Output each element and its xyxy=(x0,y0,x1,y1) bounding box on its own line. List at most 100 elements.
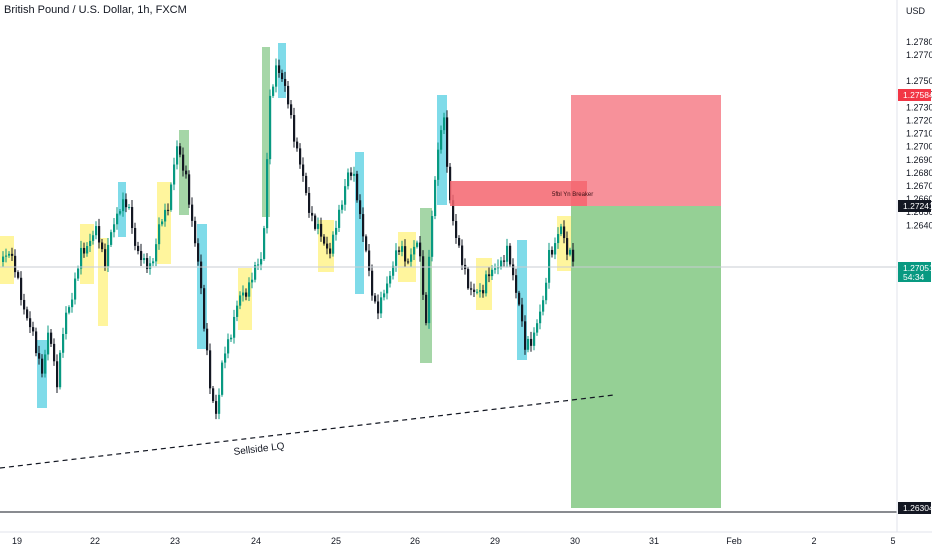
candle-body[interactable] xyxy=(398,250,401,252)
candle-body[interactable] xyxy=(392,265,395,276)
candle-body[interactable] xyxy=(428,256,431,324)
candle-body[interactable] xyxy=(410,254,413,262)
candle-body[interactable] xyxy=(11,253,14,256)
candle-body[interactable] xyxy=(98,226,101,243)
candle-body[interactable] xyxy=(440,130,443,150)
candle-body[interactable] xyxy=(365,236,368,251)
sellside-trendline[interactable] xyxy=(0,394,615,469)
candle-body[interactable] xyxy=(338,209,341,228)
candle-body[interactable] xyxy=(200,261,203,289)
candle-body[interactable] xyxy=(404,246,407,262)
candle-body[interactable] xyxy=(311,212,314,216)
candle-body[interactable] xyxy=(137,245,140,252)
candle-body[interactable] xyxy=(125,199,128,208)
candle-body[interactable] xyxy=(326,243,329,249)
candle-body[interactable] xyxy=(335,227,338,235)
candle-body[interactable] xyxy=(431,216,434,257)
candle-body[interactable] xyxy=(173,164,176,185)
candle-highlight-box[interactable] xyxy=(355,152,364,294)
candle-body[interactable] xyxy=(287,85,290,105)
candle-body[interactable] xyxy=(467,269,470,289)
candle-body[interactable] xyxy=(41,358,44,374)
candle-body[interactable] xyxy=(269,95,272,160)
candle-body[interactable] xyxy=(83,247,86,254)
candle-body[interactable] xyxy=(56,361,59,388)
candle-highlight-box[interactable] xyxy=(437,95,447,205)
candle-body[interactable] xyxy=(158,224,161,245)
candle-body[interactable] xyxy=(188,174,191,205)
candle-body[interactable] xyxy=(353,173,356,176)
candle-body[interactable] xyxy=(146,258,149,269)
take-profit-zone[interactable] xyxy=(571,206,721,508)
candle-body[interactable] xyxy=(401,246,404,252)
candle-body[interactable] xyxy=(65,312,68,334)
candle-body[interactable] xyxy=(272,86,275,96)
candle-body[interactable] xyxy=(362,214,365,237)
candle-body[interactable] xyxy=(443,117,446,131)
candle-body[interactable] xyxy=(194,220,197,244)
candle-body[interactable] xyxy=(53,343,56,362)
candle-body[interactable] xyxy=(131,207,134,228)
candle-body[interactable] xyxy=(197,243,200,262)
candle-body[interactable] xyxy=(233,316,236,338)
candle-highlight-box[interactable] xyxy=(557,216,573,271)
stop-loss-zone[interactable] xyxy=(571,95,721,206)
candle-body[interactable] xyxy=(230,337,233,340)
candle-body[interactable] xyxy=(44,354,47,374)
candle-body[interactable] xyxy=(491,269,494,277)
candle-body[interactable] xyxy=(80,247,83,269)
candle-body[interactable] xyxy=(323,236,326,244)
candle-body[interactable] xyxy=(377,301,380,314)
candle-body[interactable] xyxy=(527,338,530,350)
candle-body[interactable] xyxy=(107,244,110,267)
candle-body[interactable] xyxy=(245,292,248,297)
candle-body[interactable] xyxy=(521,304,524,322)
candle-body[interactable] xyxy=(68,307,71,313)
candle-highlight-box[interactable] xyxy=(179,130,189,215)
candle-body[interactable] xyxy=(206,328,209,351)
candle-body[interactable] xyxy=(302,164,305,176)
candle-body[interactable] xyxy=(341,204,344,210)
candle-body[interactable] xyxy=(47,332,50,355)
candle-body[interactable] xyxy=(251,279,254,283)
candle-body[interactable] xyxy=(119,211,122,214)
candle-body[interactable] xyxy=(413,246,416,255)
candle-body[interactable] xyxy=(548,249,551,283)
candle-highlight-box[interactable] xyxy=(157,182,171,264)
candle-body[interactable] xyxy=(533,332,536,346)
candle-body[interactable] xyxy=(74,278,77,300)
candle-body[interactable] xyxy=(299,148,302,165)
candle-body[interactable] xyxy=(155,244,158,262)
candle-body[interactable] xyxy=(113,224,116,233)
candle-body[interactable] xyxy=(281,72,284,80)
candle-body[interactable] xyxy=(476,291,479,293)
candle-body[interactable] xyxy=(17,272,20,278)
candle-body[interactable] xyxy=(350,172,353,176)
candle-body[interactable] xyxy=(551,249,554,255)
candle-body[interactable] xyxy=(344,186,347,205)
candle-body[interactable] xyxy=(500,260,503,267)
candle-highlight-box[interactable] xyxy=(398,232,416,282)
candle-body[interactable] xyxy=(557,234,560,244)
candle-body[interactable] xyxy=(482,290,485,294)
candle-body[interactable] xyxy=(257,264,260,266)
candle-body[interactable] xyxy=(134,227,137,246)
candle-body[interactable] xyxy=(356,173,359,201)
candle-body[interactable] xyxy=(530,338,533,346)
candle-body[interactable] xyxy=(275,65,278,87)
candle-body[interactable] xyxy=(203,288,206,329)
candle-body[interactable] xyxy=(536,323,539,333)
candle-body[interactable] xyxy=(218,394,221,414)
candle-body[interactable] xyxy=(227,339,230,354)
candle-body[interactable] xyxy=(92,235,95,241)
candle-body[interactable] xyxy=(104,249,107,267)
candle-body[interactable] xyxy=(266,159,269,229)
candle-body[interactable] xyxy=(35,331,38,354)
candle-body[interactable] xyxy=(455,221,458,238)
candle-body[interactable] xyxy=(161,221,164,225)
candle-body[interactable] xyxy=(470,288,473,290)
candle-body[interactable] xyxy=(407,261,410,263)
candle-body[interactable] xyxy=(185,170,188,175)
candle-body[interactable] xyxy=(26,309,29,319)
candle-body[interactable] xyxy=(425,294,428,324)
